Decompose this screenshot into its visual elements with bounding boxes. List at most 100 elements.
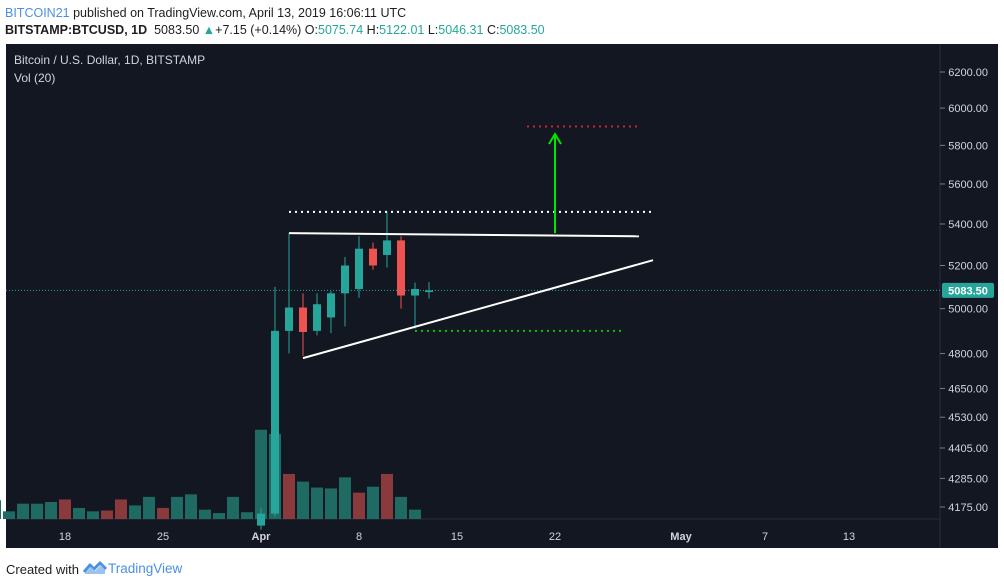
price-axis[interactable]: 6200.00 6000.00 5800.00 5600.00 5400.00 5200.…: [940, 67, 988, 514]
drawings: [6, 125, 940, 360]
close-label: C:: [486, 23, 500, 37]
time-tick-label: May: [670, 531, 692, 543]
candle-body: [397, 240, 405, 296]
price-tick-label: 4650.00: [948, 383, 988, 395]
candle: [369, 242, 377, 270]
volume-bar: [171, 496, 183, 519]
volume-bar: [367, 486, 379, 519]
high-label: H:: [366, 23, 380, 37]
price-tick-label: 4285.00: [948, 473, 988, 485]
candle: [341, 257, 349, 327]
time-axis[interactable]: 18 25 Apr 8 15 22 May 7 13: [59, 531, 855, 543]
volume-bar: [87, 511, 99, 519]
volume-bar: [297, 481, 309, 519]
last-price-badge-text: 5083.50: [948, 285, 988, 297]
target-arrow-head-icon: [548, 132, 562, 145]
volume-bar: [101, 510, 113, 519]
low-label: L:: [427, 23, 439, 37]
chart-area[interactable]: 6200.00 6000.00 5800.00 5600.00 5400.00 5200.…: [0, 44, 1004, 552]
author-link[interactable]: BITCOIN21: [5, 6, 70, 20]
created-with-text: Created with: [6, 562, 79, 577]
time-tick-label: 8: [356, 531, 362, 543]
volume-bar: [31, 503, 43, 519]
volume-bar: [157, 507, 169, 519]
candle-body: [313, 304, 321, 331]
candle-body: [341, 265, 349, 294]
candle-body: [285, 307, 293, 331]
time-tick-label: 25: [157, 531, 169, 543]
time-tick-label: 7: [762, 531, 768, 543]
volume-bar: [283, 473, 295, 519]
price-tick-label: 4530.00: [948, 412, 988, 424]
candle-body: [271, 330, 279, 514]
candle: [299, 293, 307, 356]
volume-bar: [241, 512, 253, 519]
time-tick-label: 13: [843, 531, 855, 543]
published-text: published on TradingView.com, April 13, …: [69, 6, 407, 20]
candle: [285, 233, 293, 354]
low-value: 5046.31: [438, 23, 484, 37]
symbol-label: BITSTAMP:BTCUSD, 1D: [5, 23, 148, 37]
volume-bar: [325, 488, 337, 519]
volume-bar: [17, 503, 29, 519]
candle: [397, 236, 405, 309]
last-price: 5083.50: [154, 23, 200, 37]
volume-bar: [115, 499, 127, 519]
time-tick-label: 15: [451, 531, 463, 543]
volume-bar: [409, 509, 421, 519]
close-value: 5083.50: [499, 23, 545, 37]
open-label: O:: [304, 23, 318, 37]
volume-bar: [255, 429, 267, 519]
volume-bar: [213, 513, 225, 519]
candle-body: [411, 289, 419, 296]
price-tick-label: 5000.00: [948, 304, 988, 316]
price-tick-label: 6000.00: [948, 103, 988, 115]
candle-body: [425, 290, 433, 293]
time-tick-label: 18: [59, 531, 71, 543]
volume-bar: [45, 502, 57, 519]
candle-body: [355, 248, 363, 290]
price-tick-label: 4405.00: [948, 443, 988, 455]
publish-line: BITCOIN21 published on TradingView.com, …: [5, 6, 406, 20]
chart-header: BITCOIN21 published on TradingView.com, …: [0, 0, 1004, 44]
volume-bar: [129, 505, 141, 519]
tradingview-link[interactable]: TradingView: [108, 561, 183, 576]
price-tick-label: 4175.00: [948, 502, 988, 514]
volume-bar: [143, 496, 155, 519]
price-tick-label: 5600.00: [948, 179, 988, 191]
time-tick-label: Apr: [252, 531, 272, 543]
price-change: +7.15 (+0.14%): [215, 23, 302, 37]
resistance-trendline: [288, 232, 640, 238]
candle-body: [257, 513, 265, 526]
candle: [313, 293, 321, 336]
volume-bar: [311, 487, 323, 519]
volume-bar: [395, 496, 407, 519]
price-tick-label: 5800.00: [948, 140, 988, 152]
time-tick-label: 22: [549, 531, 561, 543]
footer: Created with TradingView: [0, 552, 1004, 586]
volume-bar: [73, 507, 85, 519]
candles: [257, 211, 433, 530]
candle: [271, 286, 279, 517]
candle: [355, 236, 363, 298]
price-tick-label: 5200.00: [948, 260, 988, 272]
candle-body: [383, 240, 391, 255]
candle-body: [369, 248, 377, 266]
price-tick-label: 4800.00: [948, 349, 988, 361]
candle: [257, 508, 265, 530]
volume-bar: [381, 473, 393, 519]
volume-bar: [59, 499, 71, 519]
candle: [327, 291, 335, 334]
volume-bar: [3, 511, 15, 519]
volume-bar: [199, 509, 211, 519]
volume-bar: [227, 496, 239, 519]
open-value: 5075.74: [318, 23, 364, 37]
volume-bar: [185, 494, 197, 519]
high-value: 5122.01: [379, 23, 425, 37]
legend-volume: Vol (20): [14, 71, 55, 85]
price-tick-label: 5400.00: [948, 219, 988, 231]
volume-bar: [339, 477, 351, 519]
candle: [383, 211, 391, 268]
chart-background: [6, 44, 998, 548]
last-price-badge: 5083.50: [942, 282, 994, 298]
